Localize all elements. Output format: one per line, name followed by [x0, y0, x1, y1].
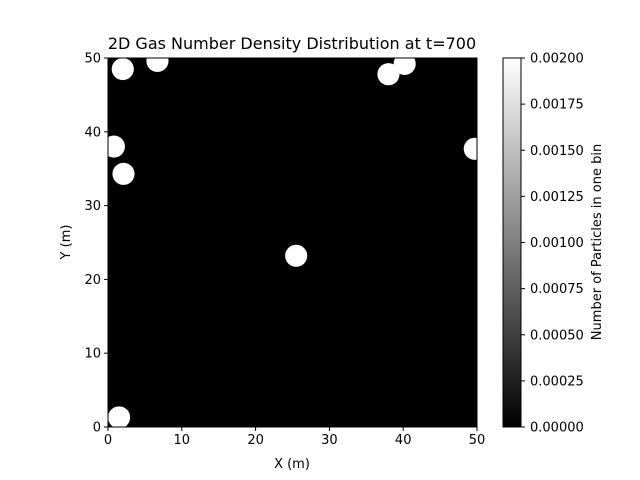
x-tick-label-1: 10 — [174, 433, 191, 448]
density-blob-2 — [377, 63, 400, 86]
density-blob-0 — [111, 58, 134, 81]
colorbar-gradient — [502, 57, 522, 428]
y-tick-label-5: 50 — [84, 52, 101, 67]
x-tick-label-2: 20 — [247, 433, 264, 448]
y-axis-label: Y (m) — [59, 225, 74, 261]
x-axis-label: X (m) — [274, 457, 310, 472]
colorbar-tick-label-8: 0.00200 — [530, 52, 584, 67]
density-blob-8 — [108, 406, 131, 427]
colorbar: 0.00000 0.00025 0.00050 0.00075 0.00100 0.001… — [502, 52, 605, 436]
colorbar-tick-label-5: 0.00125 — [530, 190, 584, 205]
colorbar-tick-label-1: 0.00025 — [530, 374, 584, 389]
y-tick-label-1: 10 — [84, 347, 101, 362]
colorbar-tick-label-0: 0.00000 — [530, 421, 584, 436]
density-blobs — [108, 58, 477, 427]
density-blob-5 — [112, 162, 135, 185]
y-tick-label-0: 0 — [93, 421, 101, 436]
x-tick-label-0: 0 — [104, 433, 112, 448]
y-tick-label-2: 20 — [84, 273, 101, 288]
y-axis-ticks: 0 10 20 30 40 50 — [84, 52, 108, 436]
density-blob-4 — [108, 135, 125, 158]
chart-title: 2D Gas Number Density Distribution at t=… — [108, 34, 476, 53]
x-tick-label-4: 40 — [395, 433, 412, 448]
density-blob-3 — [393, 58, 416, 75]
y-tick-label-3: 30 — [84, 199, 101, 214]
density-blob-1 — [146, 58, 169, 73]
density-blob-7 — [285, 244, 308, 267]
colorbar-ticks: 0.00000 0.00025 0.00050 0.00075 0.00100 0.001… — [521, 52, 584, 436]
colorbar-tick-label-4: 0.00100 — [530, 236, 584, 251]
density-blob-6 — [463, 137, 477, 160]
heatmap-background — [108, 58, 477, 427]
x-tick-label-3: 30 — [321, 433, 338, 448]
colorbar-tick-label-6: 0.00150 — [530, 144, 584, 159]
colorbar-tick-label-7: 0.00175 — [530, 98, 584, 113]
x-axis-ticks: 0 10 20 30 40 50 — [104, 427, 485, 448]
colorbar-tick-label-2: 0.00050 — [530, 328, 584, 343]
x-tick-label-5: 50 — [469, 433, 486, 448]
plot-frame — [107, 57, 478, 428]
colorbar-tick-label-3: 0.00075 — [530, 282, 584, 297]
colorbar-label: Number of Particles in one bin — [590, 144, 605, 340]
heatmap-plot-area — [107, 57, 478, 428]
y-tick-label-4: 40 — [84, 125, 101, 140]
